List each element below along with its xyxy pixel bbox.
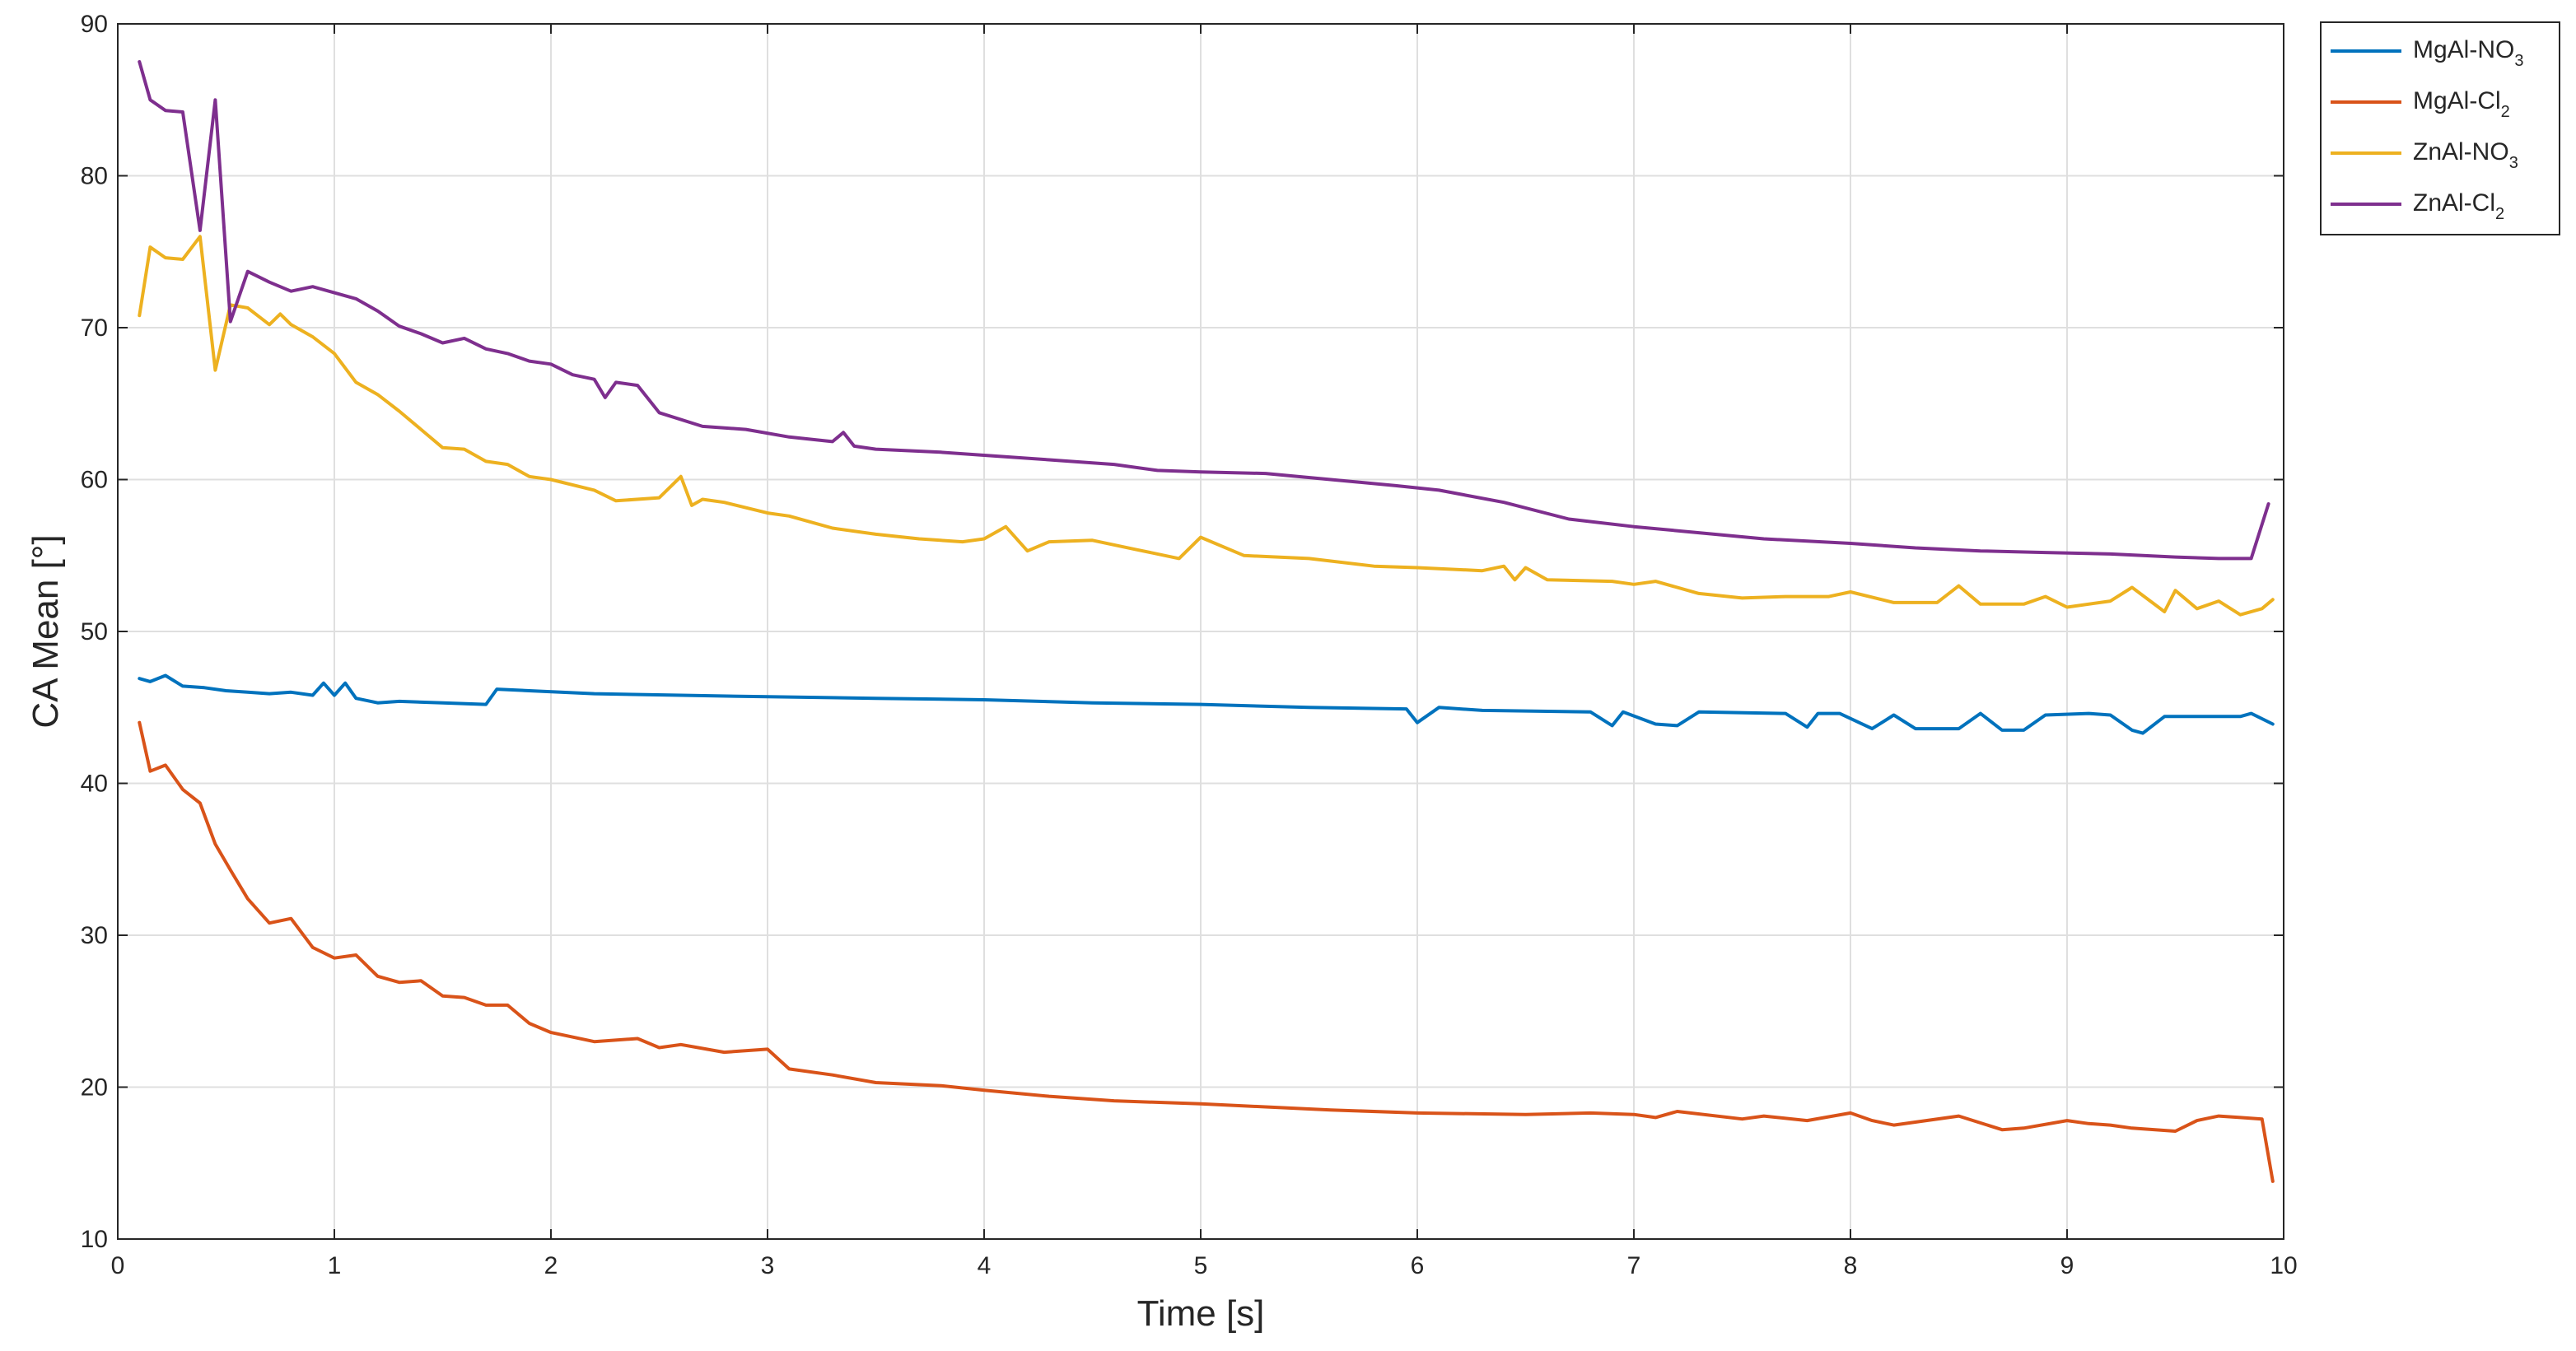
- y-tick-label: 80: [81, 163, 108, 190]
- x-tick-label: 2: [544, 1252, 558, 1279]
- x-tick-label: 1: [328, 1252, 342, 1279]
- x-axis-title: Time [s]: [1137, 1293, 1265, 1334]
- series-line-mgal-cl2: [138, 720, 2275, 1183]
- y-tick-label: 10: [81, 1226, 108, 1253]
- y-tick-label: 90: [81, 11, 108, 38]
- x-tick-label: 8: [1844, 1252, 1858, 1279]
- series-line-znal-no3: [138, 235, 2275, 617]
- x-tick-label: 6: [1411, 1252, 1425, 1279]
- series-line-mgal-no3: [138, 673, 2275, 735]
- x-tick-label: 3: [761, 1252, 775, 1279]
- y-axis-title: CA Mean [°]: [26, 534, 66, 728]
- tick-labels: 0 1 2 3 4 5 6 7 8 9 10 10 20 30 40 50 60 70 80 90: [81, 11, 2298, 1279]
- x-tick-label: 5: [1194, 1252, 1208, 1279]
- legend-box: [2320, 21, 2560, 235]
- x-tick-label: 9: [2060, 1252, 2074, 1279]
- x-tick-label: 7: [1627, 1252, 1641, 1279]
- y-tick-label: 70: [81, 314, 108, 342]
- x-tick-label: 4: [978, 1252, 992, 1279]
- y-tick-label: 30: [81, 922, 108, 949]
- y-tick-label: 60: [81, 467, 108, 494]
- y-tick-label: 50: [81, 618, 108, 645]
- y-tick-label: 40: [81, 771, 108, 798]
- series-line-znal-cl2: [138, 60, 2270, 561]
- x-tick-label: 10: [2270, 1252, 2297, 1279]
- y-tick-label: 20: [81, 1074, 108, 1102]
- grid-lines: [118, 24, 2284, 1239]
- x-tick-label: 0: [111, 1252, 125, 1279]
- series-lines: [138, 60, 2275, 1183]
